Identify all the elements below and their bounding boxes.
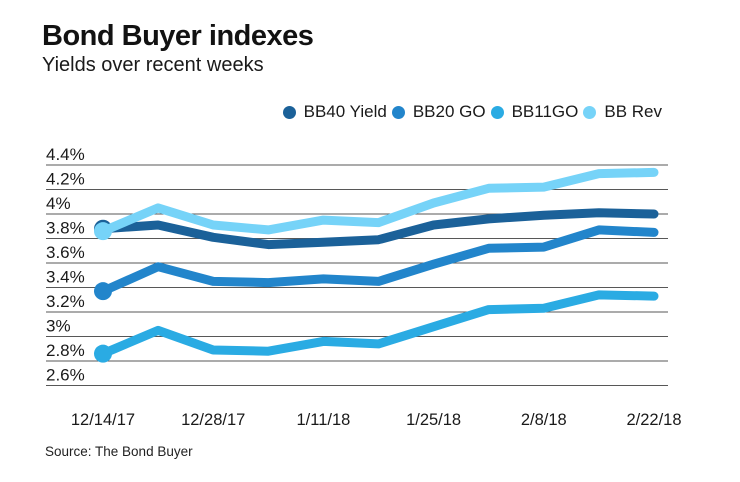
x-tick-label: 1/25/18 <box>406 411 461 429</box>
chart-legend: BB40 Yield BB20 GO BB11GO BB Rev <box>282 102 662 122</box>
y-tick-label: 3.6% <box>46 243 85 262</box>
series-line-bb20-go <box>98 225 659 296</box>
y-tick-label: 3.2% <box>46 292 85 311</box>
legend-item-bb11go: BB11GO <box>490 102 579 122</box>
y-tick-label: 4.4% <box>46 145 85 164</box>
legend-label-bb11go: BB11GO <box>511 102 579 121</box>
x-tick-label: 2/22/18 <box>626 411 681 429</box>
legend-label-bb40-yield: BB40 Yield <box>303 102 387 121</box>
series-line-bb-rev <box>98 167 659 236</box>
series-start-dot-bb-rev <box>94 222 112 241</box>
legend-dot-bb-rev <box>583 105 597 119</box>
legend-label-bb20-go: BB20 GO <box>412 102 486 121</box>
legend-item-bb40-yield: BB40 Yield <box>282 102 387 122</box>
legend-dot-bb20-go <box>391 105 405 119</box>
y-tick-label: 4% <box>46 194 71 213</box>
x-tick-label: 12/14/17 <box>71 411 135 429</box>
x-tick-label: 2/8/18 <box>521 411 567 429</box>
legend-dot-bb11go <box>490 105 504 119</box>
series-start-dot-bb11go <box>94 344 112 363</box>
legend-dot-bb40-yield <box>282 105 296 119</box>
y-tick-label: 4.2% <box>46 170 85 189</box>
source-note: Source: The Bond Buyer <box>45 444 193 459</box>
legend-label-bb-rev: BB Rev <box>604 102 662 121</box>
legend-item-bb20-go: BB20 GO <box>391 102 486 122</box>
y-tick-label: 3.8% <box>46 219 85 238</box>
y-tick-label: 3% <box>46 317 71 336</box>
page-title: Bond Buyer indexes <box>42 20 314 52</box>
x-tick-label: 12/28/17 <box>181 411 245 429</box>
y-tick-label: 3.4% <box>46 268 85 287</box>
y-tick-label: 2.8% <box>46 341 85 360</box>
legend-item-bb-rev: BB Rev <box>583 102 662 122</box>
y-tick-label: 2.6% <box>46 366 85 385</box>
series-start-dot-bb20-go <box>94 282 112 301</box>
series-line-bb11go <box>98 290 659 359</box>
x-tick-label: 1/11/18 <box>296 411 350 429</box>
chart-subtitle: Yields over recent weeks <box>42 54 264 76</box>
series-line-bb40-yield <box>98 208 659 250</box>
